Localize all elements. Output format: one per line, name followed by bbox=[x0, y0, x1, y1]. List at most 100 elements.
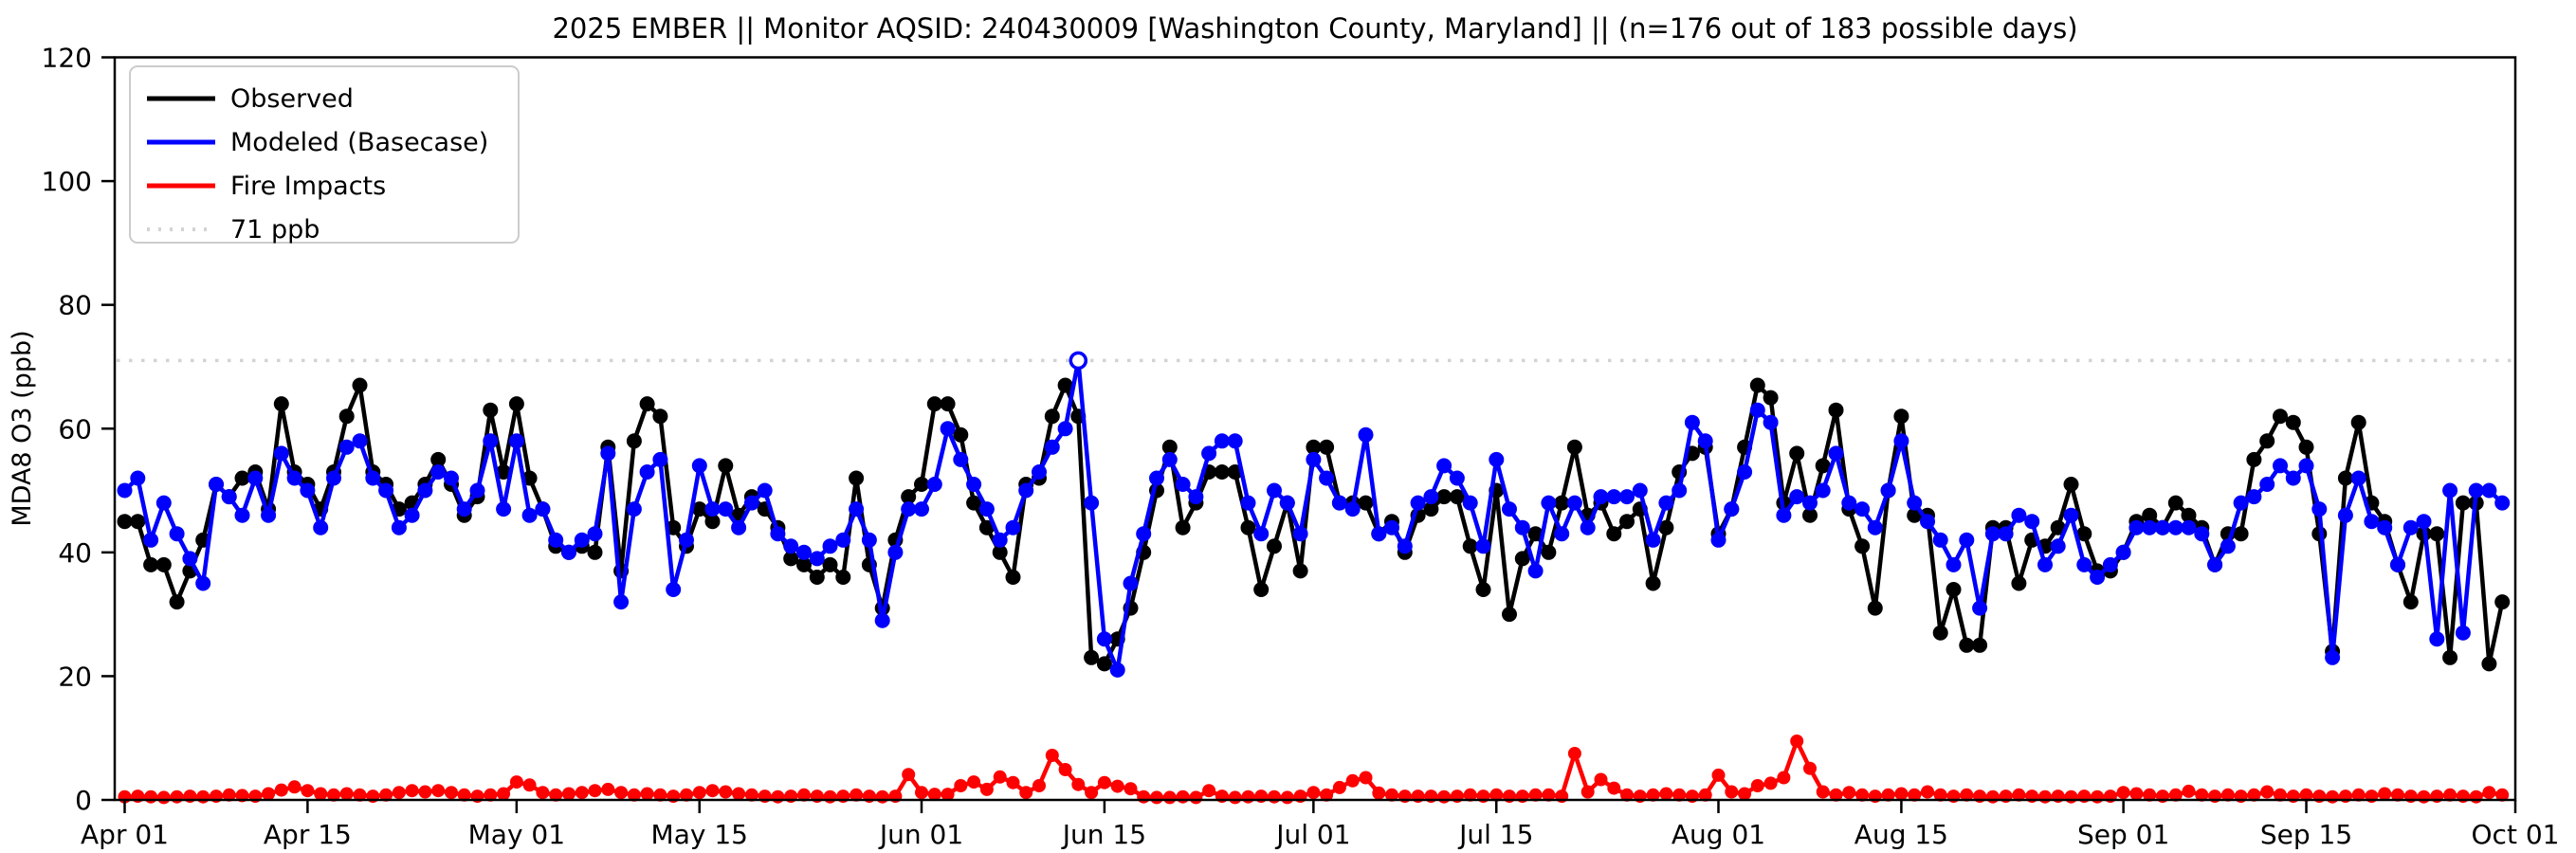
data-point-modeled-basecase bbox=[2011, 507, 2027, 523]
data-point-fire-impacts bbox=[575, 786, 589, 800]
data-point-fire-impacts bbox=[915, 786, 928, 800]
data-point-fire-impacts bbox=[993, 770, 1007, 784]
data-point-observed bbox=[835, 570, 851, 585]
data-point-fire-impacts bbox=[1894, 787, 1909, 801]
data-point-fire-impacts bbox=[287, 780, 301, 794]
data-point-modeled-basecase bbox=[1514, 519, 1530, 535]
data-point-observed bbox=[1096, 656, 1112, 672]
data-point-observed bbox=[992, 544, 1008, 560]
data-point-observed bbox=[901, 489, 917, 505]
data-point-modeled-basecase bbox=[155, 495, 172, 511]
data-point-fire-impacts bbox=[2495, 788, 2510, 802]
data-point-modeled-basecase bbox=[195, 575, 211, 591]
data-point-modeled-basecase bbox=[1710, 532, 1726, 548]
data-point-observed bbox=[1763, 390, 1779, 406]
data-point-observed bbox=[639, 396, 655, 412]
data-point-modeled-basecase bbox=[679, 532, 694, 548]
data-point-modeled-basecase bbox=[2246, 489, 2262, 505]
data-point-modeled-basecase bbox=[796, 544, 812, 560]
data-point-modeled-basecase bbox=[1880, 482, 1896, 499]
legend-label-fire: Fire Impacts bbox=[230, 172, 386, 201]
data-point-fire-impacts bbox=[1032, 779, 1046, 792]
data-point-modeled-basecase bbox=[1828, 445, 1844, 462]
data-point-modeled-basecase bbox=[926, 477, 942, 492]
data-point-fire-impacts bbox=[1320, 788, 1334, 802]
data-point-fire-impacts bbox=[1359, 771, 1373, 785]
data-point-modeled-basecase bbox=[914, 501, 929, 517]
data-point-modeled-basecase bbox=[1959, 532, 1975, 548]
data-point-observed bbox=[143, 556, 159, 572]
data-point-modeled-basecase bbox=[783, 538, 799, 554]
data-point-fire-impacts bbox=[797, 788, 811, 802]
data-point-fire-impacts bbox=[954, 779, 968, 792]
data-point-observed bbox=[1214, 464, 1230, 480]
data-point-observed bbox=[1057, 377, 1073, 393]
x-tick-label: Apr 01 bbox=[81, 819, 169, 850]
data-point-fire-impacts bbox=[1698, 788, 1712, 802]
data-point-fire-impacts bbox=[445, 786, 458, 800]
y-axis-label: MDA8 O3 (ppb) bbox=[8, 330, 37, 526]
data-point-observed bbox=[2494, 594, 2511, 610]
data-point-fire-impacts bbox=[2299, 788, 2313, 802]
data-point-modeled-basecase bbox=[535, 501, 551, 517]
data-point-modeled-basecase bbox=[992, 532, 1008, 548]
data-point-observed bbox=[1606, 526, 1622, 542]
data-point-observed bbox=[1502, 607, 1517, 623]
data-point-modeled-basecase bbox=[2207, 556, 2223, 572]
data-point-fire-impacts bbox=[1542, 788, 1556, 802]
data-point-fire-impacts bbox=[2143, 788, 2157, 802]
data-point-observed bbox=[809, 570, 825, 585]
data-point-fire-impacts bbox=[2391, 788, 2404, 802]
legend-box: Observed Modeled (Basecase) Fire Impacts… bbox=[129, 65, 520, 245]
data-point-fire-impacts bbox=[170, 789, 184, 804]
x-tick-label: Jun 15 bbox=[1061, 819, 1146, 850]
data-point-modeled-basecase bbox=[2377, 519, 2393, 535]
data-point-observed bbox=[1972, 637, 1988, 653]
data-point-fire-impacts bbox=[431, 784, 446, 798]
legend-frame bbox=[129, 65, 520, 244]
chart-title: 2025 EMBER || Monitor AQSID: 240430009 [… bbox=[552, 12, 2077, 45]
data-point-modeled-basecase bbox=[1854, 501, 1871, 517]
data-point-fire-impacts bbox=[2247, 788, 2261, 802]
data-point-fire-impacts bbox=[457, 788, 471, 802]
data-point-fire-impacts bbox=[1881, 788, 1895, 802]
data-point-fire-impacts bbox=[1189, 790, 1203, 805]
data-point-modeled-basecase bbox=[1920, 514, 1935, 530]
data-point-modeled-basecase bbox=[901, 501, 917, 517]
data-point-observed bbox=[1175, 519, 1191, 535]
data-point-modeled-basecase bbox=[1619, 489, 1635, 505]
data-point-observed bbox=[691, 501, 707, 517]
data-point-modeled-basecase bbox=[1201, 445, 1217, 462]
data-point-fire-impacts bbox=[2195, 788, 2209, 802]
data-point-fire-impacts bbox=[1594, 772, 1608, 787]
data-point-modeled-basecase bbox=[2063, 507, 2079, 523]
data-point-modeled-basecase bbox=[587, 526, 603, 542]
x-tick-label: Sep 01 bbox=[2077, 819, 2169, 850]
data-point-fire-impacts bbox=[1058, 763, 1072, 776]
data-point-modeled-basecase bbox=[613, 594, 630, 610]
plot-border bbox=[113, 56, 2517, 802]
data-point-modeled-basecase bbox=[1057, 421, 1073, 437]
data-point-modeled-basecase bbox=[1032, 464, 1047, 480]
data-point-modeled-basecase bbox=[1306, 451, 1322, 467]
data-point-fire-impacts bbox=[1567, 747, 1581, 760]
data-point-fire-impacts bbox=[588, 784, 602, 798]
data-point-fire-impacts bbox=[1607, 781, 1621, 795]
data-point-modeled-basecase bbox=[2311, 501, 2328, 517]
data-point-fire-impacts bbox=[1202, 784, 1216, 798]
y-tick-label: 20 bbox=[58, 661, 92, 692]
data-point-observed bbox=[496, 464, 512, 480]
data-point-modeled-basecase bbox=[1489, 451, 1505, 467]
data-point-modeled-basecase bbox=[1384, 519, 1399, 535]
data-point-modeled-basecase bbox=[300, 482, 316, 499]
data-point-modeled-basecase bbox=[1749, 402, 1765, 418]
data-point-modeled-basecase bbox=[1658, 495, 1674, 511]
data-point-modeled-basecase bbox=[1149, 470, 1164, 486]
data-point-fire-impacts bbox=[1738, 787, 1752, 801]
y-tick-label: 80 bbox=[58, 290, 92, 321]
data-point-fire-impacts bbox=[484, 788, 498, 802]
data-point-modeled-basecase bbox=[286, 470, 302, 486]
data-point-modeled-basecase bbox=[391, 519, 407, 535]
y-tick-label: 0 bbox=[75, 785, 92, 816]
